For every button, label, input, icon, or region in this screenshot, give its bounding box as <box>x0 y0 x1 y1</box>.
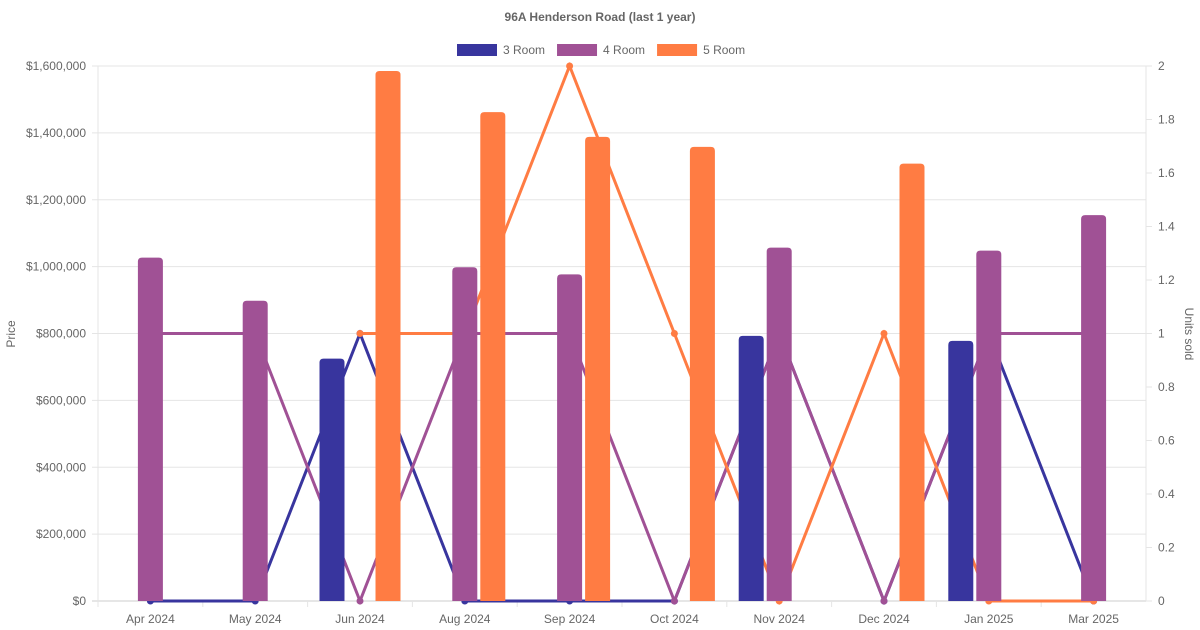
units-point <box>566 62 574 70</box>
price-bar <box>976 250 1002 601</box>
x-tick-label: Jan 2025 <box>964 612 1014 626</box>
units-point <box>356 597 364 605</box>
y-axis-label: Price <box>4 320 18 348</box>
x-tick-label: Aug 2024 <box>439 612 491 626</box>
y2-tick-label: 0.6 <box>1158 434 1175 448</box>
y-tick-label: $600,000 <box>36 393 86 407</box>
y-tick-label: $1,600,000 <box>26 59 86 73</box>
price-bar <box>738 335 764 601</box>
legend-swatch <box>457 44 497 56</box>
price-bar <box>242 300 268 601</box>
y2-tick-label: 1.4 <box>1158 220 1175 234</box>
y-tick-label: $1,400,000 <box>26 126 86 140</box>
price-bar <box>689 146 715 601</box>
x-tick-label: Oct 2024 <box>650 612 699 626</box>
price-bar <box>766 247 792 602</box>
y-tick-label: $200,000 <box>36 527 86 541</box>
y-tick-label: $1,000,000 <box>26 260 86 274</box>
price-bar <box>585 136 611 601</box>
price-bar <box>1081 215 1107 601</box>
units-point <box>880 330 888 337</box>
price-bar <box>375 71 401 601</box>
units-point <box>880 597 888 605</box>
price-bar <box>899 163 925 601</box>
units-point <box>356 330 364 337</box>
legend-label: 4 Room <box>603 43 645 57</box>
y2-tick-label: 0.8 <box>1158 380 1175 394</box>
price-bar <box>480 112 506 602</box>
legend-label: 3 Room <box>503 43 545 57</box>
y2-tick-label: 0.4 <box>1158 487 1175 501</box>
x-tick-label: May 2024 <box>229 612 282 626</box>
x-tick-label: Dec 2024 <box>858 612 910 626</box>
y-tick-label: $800,000 <box>36 327 86 341</box>
y-tick-label: $1,200,000 <box>26 193 86 207</box>
units-point <box>670 330 678 337</box>
price-bar <box>137 257 163 601</box>
y-tick-label: $0 <box>73 594 87 608</box>
x-tick-label: Nov 2024 <box>754 612 806 626</box>
x-tick-label: Mar 2025 <box>1068 612 1119 626</box>
x-tick-label: Sep 2024 <box>544 612 596 626</box>
legend-swatch <box>657 44 698 56</box>
y2-tick-label: 1.6 <box>1158 166 1175 180</box>
y2-tick-label: 1.2 <box>1158 273 1175 287</box>
x-tick-label: Jun 2024 <box>335 612 385 626</box>
y-tick-label: $400,000 <box>36 460 86 474</box>
units-point <box>670 597 678 605</box>
y2-tick-label: 1.8 <box>1158 113 1175 127</box>
y2-tick-label: 0 <box>1158 594 1165 608</box>
y2-tick-label: 2 <box>1158 59 1165 73</box>
price-bar <box>319 358 345 601</box>
chart-title: 96A Henderson Road (last 1 year) <box>505 10 696 24</box>
price-bar <box>557 274 583 601</box>
price-bar <box>452 267 478 601</box>
x-tick-label: Apr 2024 <box>126 612 175 626</box>
y2-tick-label: 1 <box>1158 327 1165 341</box>
price-bar <box>948 340 974 601</box>
y2-axis-label: Units sold <box>1182 308 1196 361</box>
legend-swatch <box>557 44 598 56</box>
y2-tick-label: 0.2 <box>1158 541 1175 555</box>
legend-label: 5 Room <box>703 43 745 57</box>
